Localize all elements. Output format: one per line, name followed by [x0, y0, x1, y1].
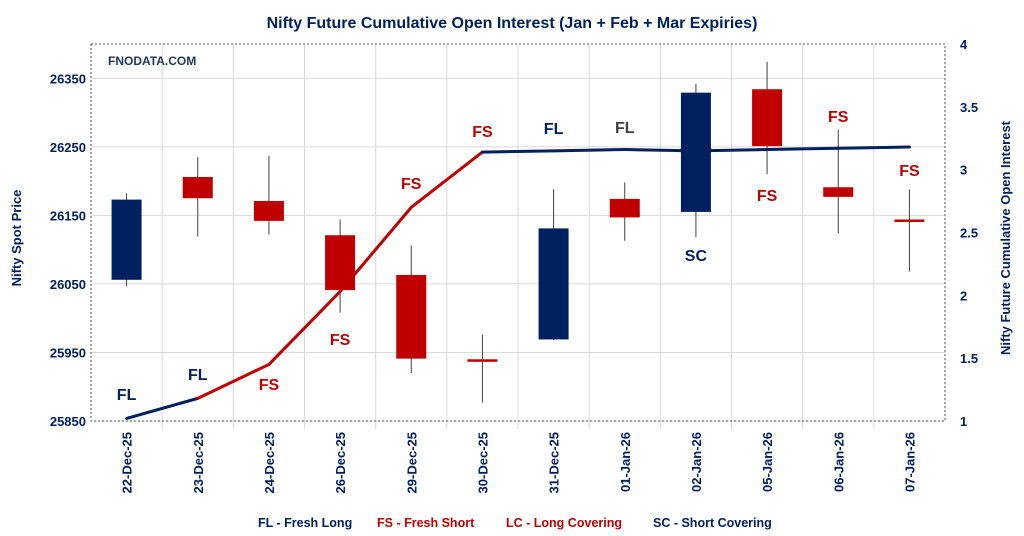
x-tick-label: 01-Jan-26 [618, 432, 633, 492]
annotation-label: FS [828, 109, 849, 126]
legend-item: SC - Short Covering [653, 516, 772, 530]
right-tick-label: 2.5 [960, 226, 978, 241]
gridlines [91, 44, 945, 429]
left-tick-label: 26050 [50, 277, 86, 292]
oi-line-segment [694, 148, 769, 153]
open-interest-line [125, 145, 911, 420]
x-tick-label: 05-Jan-26 [760, 432, 775, 492]
x-tick-label: 07-Jan-26 [902, 432, 917, 492]
left-tick-label: 25950 [50, 345, 86, 360]
candle-body [752, 89, 783, 147]
candle-body [111, 199, 142, 280]
legend: FL - Fresh Long FS - Fresh Short LC - Long… [258, 516, 772, 530]
axes: 25850 25950 26050 26150 26250 26350 1 1.5 2 2.5 3 3… [50, 37, 978, 493]
x-tick-label: 02-Jan-26 [689, 432, 704, 492]
annotation-label: FS [259, 377, 280, 394]
left-axis-title: Nifty Spot Price [9, 190, 24, 287]
candle-body [609, 198, 640, 218]
left-tick-label: 26150 [50, 208, 86, 223]
legend-item: FS - Fresh Short [377, 516, 475, 530]
chart-title: Nifty Future Cumulative Open Interest (J… [267, 15, 758, 32]
right-tick-label: 3 [960, 163, 967, 178]
annotation-label: FL [117, 387, 137, 404]
right-axis-title: Nifty Future Cumulative Open Interest [998, 120, 1013, 355]
x-tick-label: 29-Dec-25 [404, 432, 419, 493]
x-tick-label: 24-Dec-25 [262, 432, 277, 493]
x-tick-label: 22-Dec-25 [120, 432, 135, 493]
annotations: FL FL FS FS FS FS FL FL SC FS FS FS [117, 109, 920, 404]
x-tick-label: 31-Dec-25 [547, 432, 562, 493]
watermark: FNODATA.COM [108, 54, 196, 68]
oi-line-segment [338, 205, 413, 294]
x-tick-label: 26-Dec-25 [333, 432, 348, 493]
candle-body [467, 359, 498, 362]
annotation-label: FL [615, 120, 635, 137]
left-tick-label: 25850 [50, 414, 86, 429]
annotation-label: FS [899, 163, 920, 180]
right-tick-label: 4 [960, 37, 968, 52]
x-tick-label: 06-Jan-26 [831, 432, 846, 492]
right-tick-label: 1.5 [960, 351, 978, 366]
plot-area-border [90, 43, 946, 422]
annotation-label: FL [544, 121, 564, 138]
right-tick-label: 2 [960, 288, 967, 303]
x-tick-label: 23-Dec-25 [191, 432, 206, 493]
candle-body [894, 219, 925, 222]
legend-item: LC - Long Covering [506, 516, 622, 530]
candles [111, 61, 925, 403]
candle-body [823, 187, 854, 197]
legend-item: FL - Fresh Long [258, 516, 352, 530]
oi-line-segment [196, 362, 271, 400]
left-tick-label: 26350 [50, 71, 86, 86]
candle-body [396, 274, 427, 359]
annotation-label: FS [330, 332, 351, 349]
right-tick-label: 1 [960, 414, 967, 429]
oi-line-segment [409, 150, 484, 209]
oi-line-segment [623, 148, 698, 153]
x-tick-label: 30-Dec-25 [475, 432, 490, 493]
annotation-label: FS [472, 124, 493, 141]
left-tick-label: 26250 [50, 140, 86, 155]
oi-line-segment [765, 146, 840, 152]
candle-body [538, 228, 569, 340]
annotation-label: FS [401, 176, 422, 193]
oi-line-segment [267, 290, 342, 366]
candle-body [182, 176, 213, 199]
right-tick-label: 3.5 [960, 100, 978, 115]
oi-line-segment [836, 145, 911, 150]
oi-line-segment [125, 396, 200, 420]
candle-body [325, 235, 356, 291]
annotation-label: FL [188, 367, 208, 384]
candle-body [253, 200, 284, 221]
annotation-label: SC [685, 248, 708, 265]
oi-line-segment [552, 148, 627, 153]
annotation-label: FS [757, 188, 778, 205]
oi-line-segment [480, 149, 556, 154]
